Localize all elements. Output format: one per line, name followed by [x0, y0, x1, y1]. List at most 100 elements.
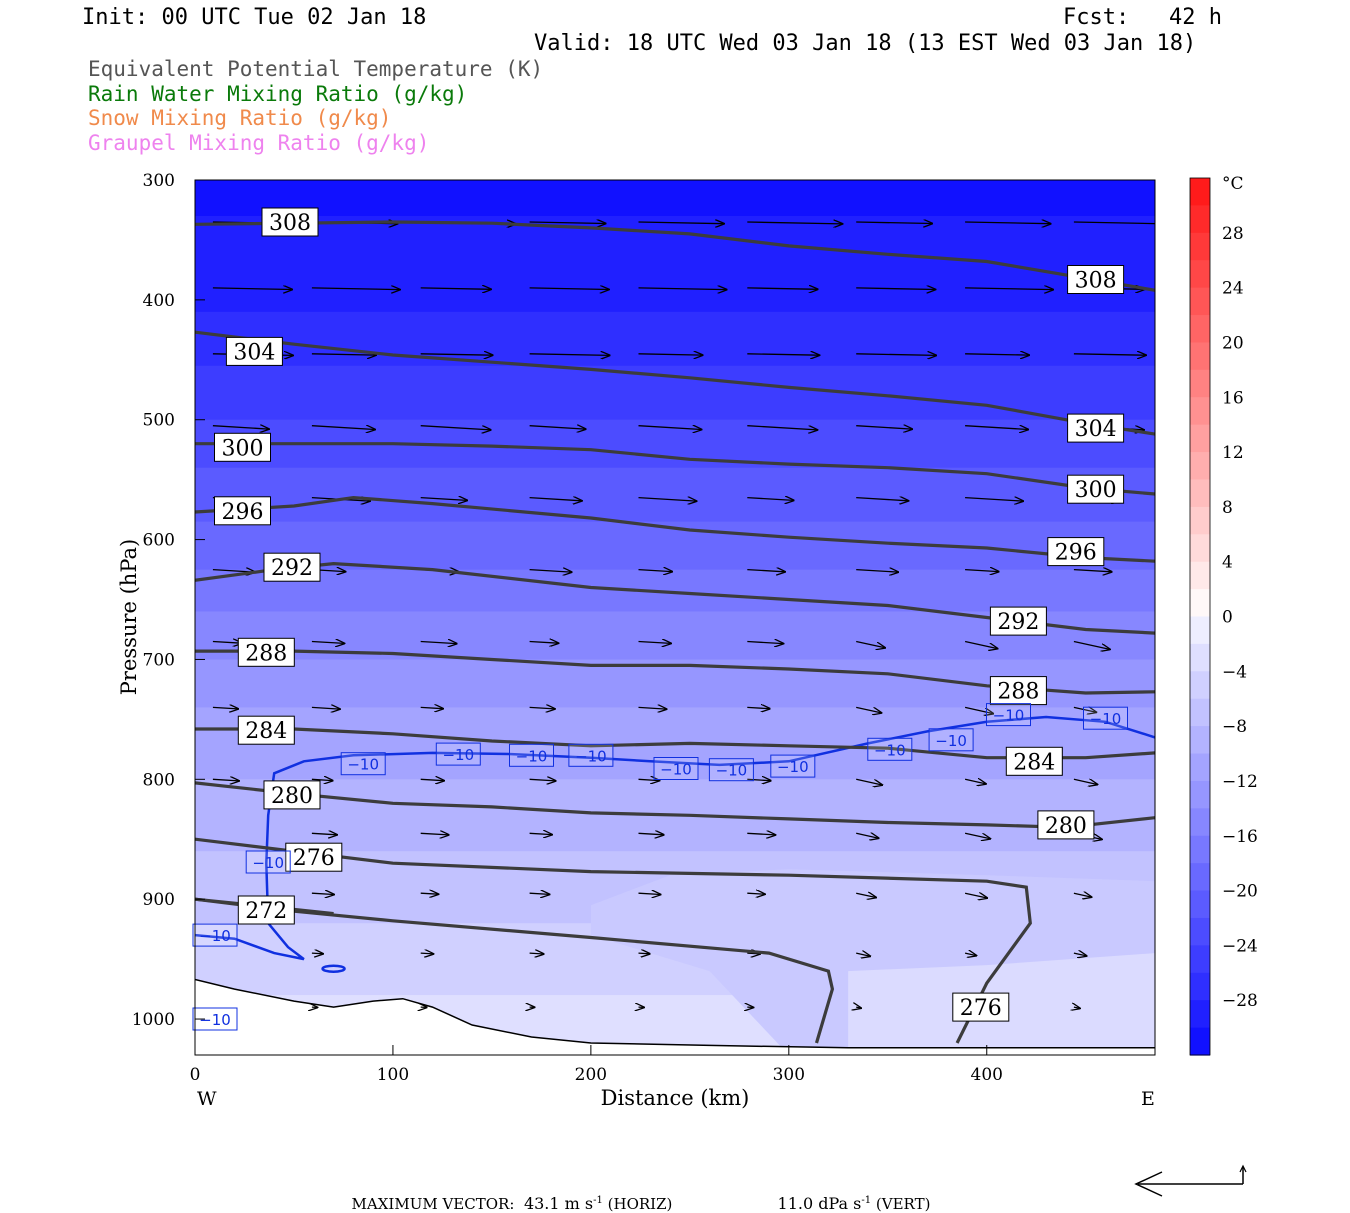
colorbar-segment — [1190, 808, 1210, 836]
wind-vector — [639, 953, 650, 954]
colorbar-segment — [1190, 699, 1210, 727]
y-tick-label: 600 — [143, 531, 175, 551]
colorbar-tick-label: −28 — [1222, 991, 1258, 1011]
x-tick-label: 400 — [971, 1065, 1003, 1085]
colorbar-segment — [1190, 671, 1210, 699]
colorbar-segment — [1190, 178, 1210, 206]
colorbar-segment — [1190, 589, 1210, 617]
colorbar-segment — [1190, 781, 1210, 809]
temp-label: −10 — [516, 747, 548, 765]
theta-e-label: 296 — [1055, 541, 1097, 566]
horiz-exp: -1 — [593, 1195, 603, 1206]
theta-e-label: 304 — [1075, 417, 1117, 442]
colorbar-segment — [1190, 754, 1210, 782]
theta-e-label: 292 — [997, 610, 1039, 635]
vert-value: 11.0 dPa s — [778, 1194, 862, 1213]
horiz-tag: (HORIZ) — [608, 1195, 673, 1213]
temp-label: −10 — [575, 747, 607, 765]
colorbar-tick-label: −12 — [1222, 772, 1258, 792]
theta-e-label: 284 — [1013, 750, 1055, 775]
vert-tag: (VERT) — [876, 1195, 931, 1213]
y-tick-label: 1000 — [132, 1010, 175, 1030]
colorbar-segment — [1190, 1000, 1210, 1028]
colorbar-tick-label: 28 — [1222, 224, 1244, 244]
colorbar-segment — [1190, 562, 1210, 590]
colorbar-tick-label: 12 — [1222, 443, 1244, 463]
colorbar-segment — [1190, 260, 1210, 288]
colorbar-segment — [1190, 726, 1210, 754]
temp-label: −10 — [199, 1011, 231, 1029]
theta-e-label: 280 — [271, 784, 313, 809]
colorbar-segment — [1190, 945, 1210, 973]
colorbar-segment — [1190, 863, 1210, 891]
temp-label: −10 — [716, 762, 748, 780]
x-tick-label: 100 — [377, 1065, 409, 1085]
colorbar-segment — [1190, 288, 1210, 316]
colorbar-segment — [1190, 973, 1210, 1001]
theta-e-label: 292 — [271, 556, 313, 581]
theta-e-label: 276 — [960, 996, 1002, 1021]
theta-e-label: 276 — [293, 846, 335, 871]
max-vector-vert: 11.0 dPa s-1 (VERT) — [768, 1176, 930, 1213]
colorbar-tick-label: −8 — [1222, 717, 1247, 737]
x-tick-label: 200 — [575, 1065, 607, 1085]
theta-e-label: 272 — [245, 899, 287, 924]
x-tick-label: 0 — [190, 1065, 201, 1085]
colorbar-segment — [1190, 205, 1210, 233]
theta-e-label: 284 — [245, 719, 287, 744]
temp-label: −10 — [1090, 710, 1122, 728]
colorbar-tick-label: 24 — [1222, 279, 1244, 299]
x-end-label-west: W — [197, 1088, 217, 1110]
theta-e-label: 280 — [1045, 814, 1087, 839]
wind-vector — [312, 953, 323, 954]
theta-e-label: 304 — [233, 340, 275, 365]
theta-e-label: 300 — [1075, 478, 1117, 503]
colorbar-segment — [1190, 479, 1210, 507]
y-tick-label: 400 — [143, 291, 175, 311]
colorbar-tick-label: 20 — [1222, 333, 1244, 353]
temp-label: −10 — [935, 732, 967, 750]
x-axis-label: Distance (km) — [601, 1086, 750, 1110]
colorbar-segment — [1190, 425, 1210, 453]
colorbar-tick-label: 16 — [1222, 388, 1244, 408]
colorbar-segment — [1190, 507, 1210, 535]
temp-band — [195, 180, 1155, 217]
colorbar-tick-label: −20 — [1222, 882, 1258, 902]
colorbar-segment — [1190, 233, 1210, 261]
max-vector-note: MAXIMUM VECTOR: 43.1 m s-1 (HORIZ) — [342, 1176, 672, 1213]
colorbar-segment — [1190, 617, 1210, 645]
temp-label: −10 — [660, 761, 692, 779]
horiz-value: 43.1 m s — [524, 1194, 593, 1213]
temp-label: −10 — [442, 746, 474, 764]
temp-band — [195, 312, 1155, 367]
temp-label: −10 — [874, 741, 906, 759]
colorbar-unit: °C — [1222, 174, 1244, 194]
colorbar-segment — [1190, 452, 1210, 480]
theta-e-label: 288 — [245, 641, 287, 666]
colorbar-tick-label: −16 — [1222, 827, 1258, 847]
colorbar-segment — [1190, 836, 1210, 864]
temp-label: −10 — [993, 707, 1025, 725]
colorbar-segment — [1190, 315, 1210, 343]
colorbar-segment — [1190, 644, 1210, 672]
y-tick-label: 900 — [143, 890, 175, 910]
colorbar-tick-label: 0 — [1222, 608, 1233, 628]
x-tick-label: 300 — [773, 1065, 805, 1085]
temp-label: −10 — [252, 854, 284, 872]
colorbar-tick-label: −4 — [1222, 662, 1247, 682]
colorbar-segment — [1190, 918, 1210, 946]
theta-e-label: 296 — [222, 500, 264, 525]
temp-label: −10 — [347, 756, 379, 774]
wind-vector — [530, 953, 544, 954]
colorbar-tick-label: 4 — [1222, 553, 1233, 573]
colorbar-segment — [1190, 534, 1210, 562]
y-tick-label: 300 — [143, 171, 175, 191]
y-tick-label: 800 — [143, 770, 175, 790]
wind-vector — [421, 953, 434, 954]
colorbar-segment — [1190, 397, 1210, 425]
colorbar-segment — [1190, 342, 1210, 370]
colorbar-segment — [1190, 1028, 1210, 1056]
reference-vector-arrow — [1136, 1166, 1246, 1196]
